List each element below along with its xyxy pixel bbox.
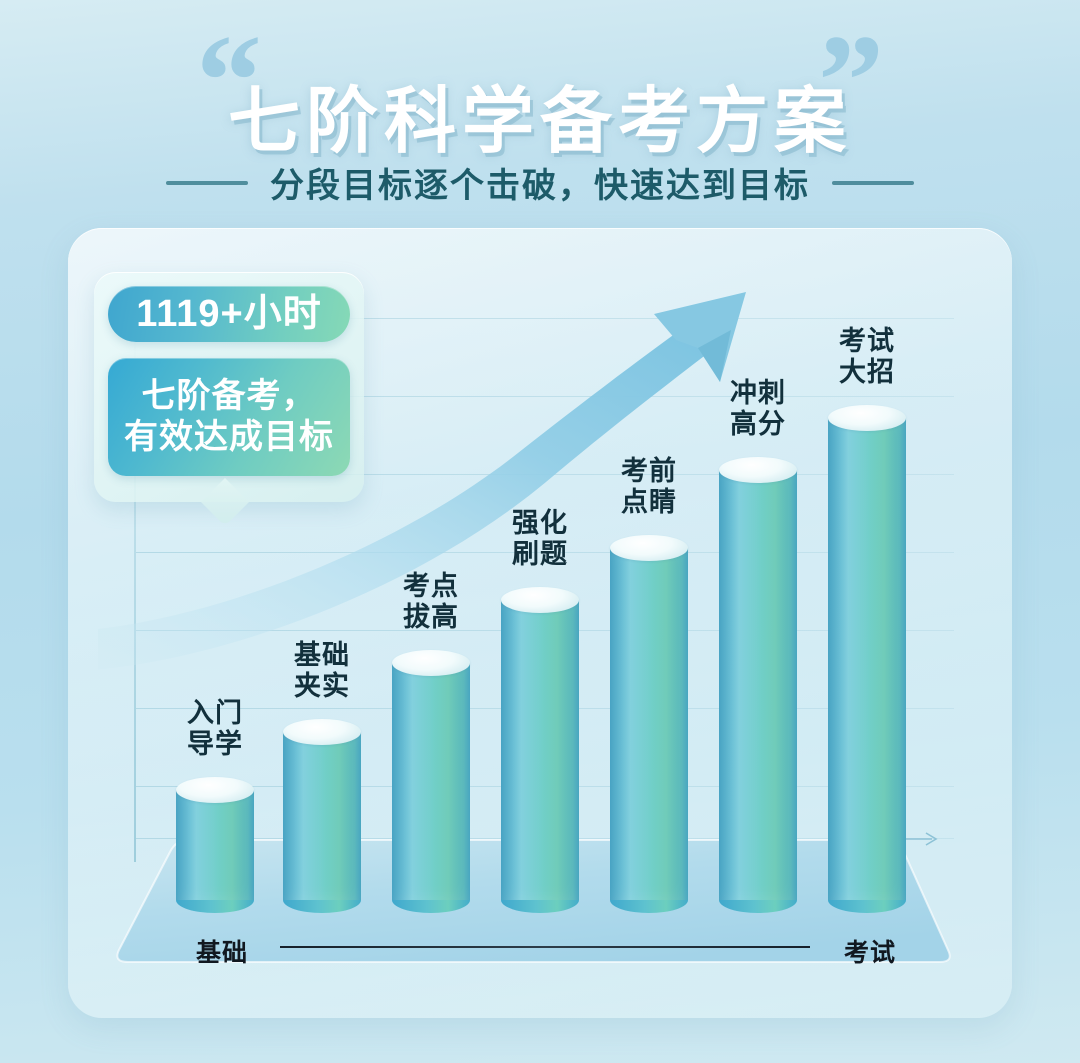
slogan-line-1: 七阶备考， [141,376,317,415]
axis-label-end: 考试 [844,939,897,967]
hours-badge: 1119+小时 [108,286,350,342]
header: “ ” 七阶科学备考方案 分段目标逐个击破，快速达到目标 [0,0,1080,230]
axis-progress-line [280,946,810,948]
hours-badge-label: 1119+小时 [136,292,322,335]
axis-label-start: 基础 [196,939,249,967]
chart-base-platform [92,838,972,1023]
subtitle-row: 分段目标逐个击破，快速达到目标 [0,158,1080,207]
slogan-badge: 七阶备考， 有效达成目标 [108,358,350,476]
page-subtitle: 分段目标逐个击破，快速达到目标 [270,167,810,205]
subtitle-divider-left [166,180,248,185]
slogan-line-2: 有效达成目标 [124,418,334,456]
highlight-bubble: 1119+小时 七阶备考， 有效达成目标 [94,272,364,502]
quote-close-icon: ” [818,7,884,154]
quote-open-icon: “ [196,7,262,154]
subtitle-divider-right [832,180,914,185]
page-title: 七阶科学备考方案 [227,82,852,162]
